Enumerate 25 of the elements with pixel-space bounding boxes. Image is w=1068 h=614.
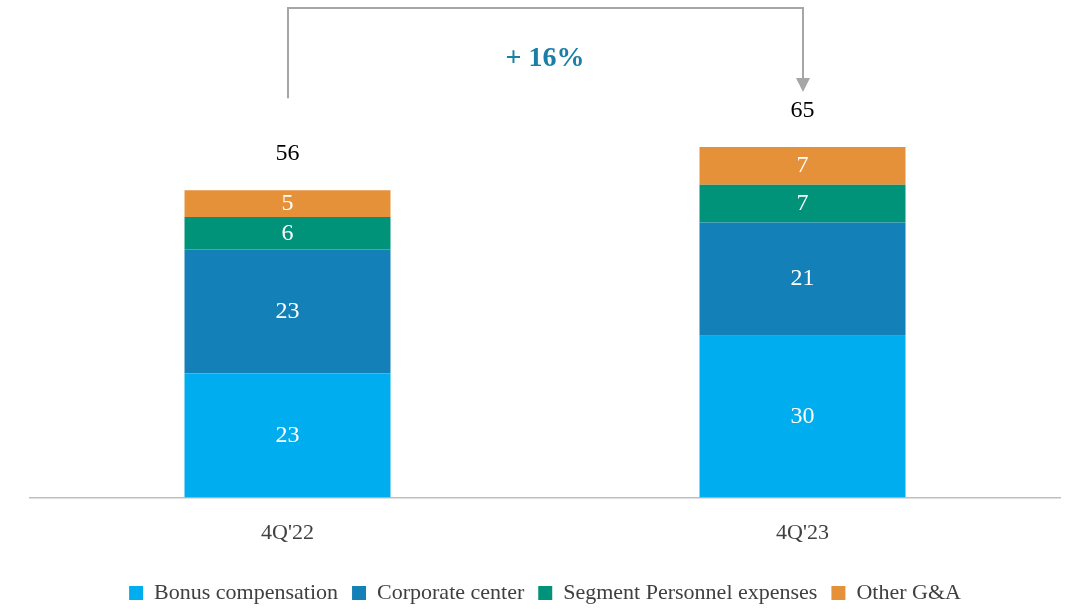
data-label: 23 (275, 420, 300, 447)
bar (699, 335, 906, 498)
legend-label: Bonus compensation (154, 578, 339, 604)
data-label: 6 (281, 218, 294, 245)
bar (184, 373, 391, 498)
legend-label: Segment Personnel expenses (563, 578, 818, 604)
data-label: 5 (281, 188, 294, 215)
bar (699, 146, 906, 185)
legend-label: Corporate center (377, 578, 525, 604)
data-label: 23 (275, 296, 300, 323)
text: + 16% (505, 41, 585, 73)
data-label: 21 (790, 264, 815, 291)
legend-label: Other G&A (856, 578, 961, 604)
data-label: 30 (790, 401, 815, 428)
x-tick-label: 4Q'23 (776, 518, 829, 544)
bar (184, 249, 391, 374)
total-label: 65 (790, 96, 815, 123)
bar (184, 217, 391, 250)
data-label: 7 (796, 151, 809, 178)
data-label: 7 (796, 188, 809, 215)
bar (699, 222, 906, 336)
bar (184, 190, 391, 218)
bar (699, 184, 906, 223)
x-tick-label: 4Q'22 (261, 518, 314, 544)
total-label: 56 (275, 139, 300, 166)
